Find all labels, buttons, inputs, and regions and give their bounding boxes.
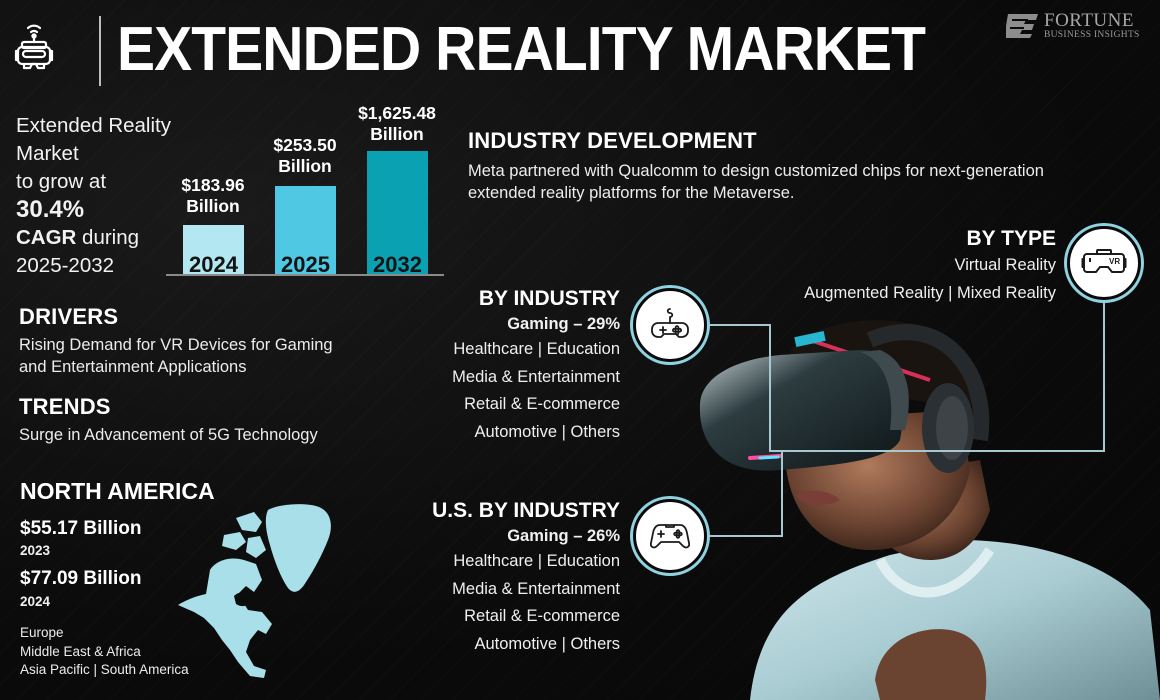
by-industry-heading: BY INDUSTRY xyxy=(478,287,620,310)
cagr-value: 30.4% xyxy=(16,196,85,223)
connector-line xyxy=(781,450,783,536)
north-america-map-icon xyxy=(176,500,338,680)
drivers-text: Rising Demand for VR Devices for Gaming … xyxy=(19,334,333,378)
bar-2032: 2032 xyxy=(367,151,428,277)
na-value-2023: $55.17 Billion xyxy=(20,518,142,539)
us-by-industry-badge xyxy=(633,499,707,573)
us-by-industry-item: Retail & E-commerce xyxy=(464,607,620,625)
bar-unit: Billion xyxy=(370,124,424,144)
connector-line xyxy=(705,324,770,326)
bar-value-label: $253.50 Billion xyxy=(265,135,345,177)
game-controller-icon xyxy=(650,524,690,549)
bar-unit: Billion xyxy=(186,196,240,216)
connector-line xyxy=(705,535,783,537)
us-by-industry-item: Media & Entertainment xyxy=(452,579,620,598)
na-year-2023: 2023 xyxy=(20,543,51,558)
by-industry-item: Automotive | Others xyxy=(474,422,620,441)
us-by-industry-highlight: Gaming – 26% xyxy=(507,527,620,545)
us-by-industry-section: U.S. BY INDUSTRY Gaming – 26% Healthcare… xyxy=(432,498,620,658)
intro-line2: Market xyxy=(16,142,79,165)
bar-year-label: 2024 xyxy=(189,252,238,277)
vr-goggles-icon: VR xyxy=(1081,249,1127,273)
us-by-industry-heading: U.S. BY INDUSTRY xyxy=(432,499,620,522)
by-industry-badge xyxy=(633,288,707,362)
by-type-section: BY TYPE Virtual Reality Augmented Realit… xyxy=(804,226,1056,307)
by-industry-item: Media & Entertainment xyxy=(452,367,620,386)
intro-line3: to grow at xyxy=(16,170,107,193)
fbi-logo-icon xyxy=(1006,14,1038,38)
na-value-2024: $77.09 Billion xyxy=(20,568,142,589)
person-wearing-vr-headset-image xyxy=(690,310,1160,700)
trends-text: Surge in Advancement of 5G Technology xyxy=(19,426,318,444)
intro-line5: CAGR during xyxy=(16,224,171,252)
us-by-industry-item: Automotive | Others xyxy=(474,634,620,653)
svg-text:VR: VR xyxy=(1109,257,1120,266)
bar-value-label: $183.96 Billion xyxy=(173,175,253,217)
bar-value-label: $1,625.48 Billion xyxy=(350,103,444,145)
by-type-badge: VR xyxy=(1067,226,1141,300)
by-industry-section: BY INDUSTRY Gaming – 29% Healthcare | Ed… xyxy=(452,286,620,446)
region-item: Middle East & Africa xyxy=(20,643,141,659)
fortune-business-insights-logo: FORTUNE BUSINESS INSIGHTS xyxy=(1006,10,1156,44)
logo-name: FORTUNE xyxy=(1044,10,1134,31)
industry-development-heading: INDUSTRY DEVELOPMENT xyxy=(468,128,757,153)
drivers-heading: DRIVERS xyxy=(19,304,119,329)
industry-development-line1: Meta partnered with Qualcomm to design c… xyxy=(468,162,1044,180)
by-industry-item: Retail & E-commerce xyxy=(464,395,620,413)
by-industry-item: Healthcare | Education xyxy=(453,340,620,358)
bar-amount: $1,625.48 xyxy=(358,103,436,123)
bar-unit: Billion xyxy=(278,156,332,176)
drivers-line1: Rising Demand for VR Devices for Gaming xyxy=(19,336,333,354)
region-item: Asia Pacific | South America xyxy=(20,662,189,677)
na-year-2024: 2024 xyxy=(20,594,51,609)
by-type-heading: BY TYPE xyxy=(966,227,1056,250)
bar-amount: $183.96 xyxy=(181,175,245,195)
industry-development-text: Meta partnered with Qualcomm to design c… xyxy=(468,160,1128,204)
other-regions: Europe Middle East & Africa Asia Pacific… xyxy=(20,624,189,680)
page-title: EXTENDED REALITY MARKET xyxy=(117,15,926,84)
bar-2025: 2025 xyxy=(275,186,336,277)
drivers-line2: and Entertainment Applications xyxy=(19,358,247,376)
market-growth-intro: Extended Reality Market to grow at 30.4%… xyxy=(16,112,171,280)
cagr-label: CAGR xyxy=(16,226,77,249)
region-item: Europe xyxy=(20,625,64,640)
gamepad-wired-icon xyxy=(651,308,689,338)
vr-headset-wifi-icon xyxy=(14,18,54,74)
connector-line xyxy=(1103,298,1105,452)
bar-year-label: 2025 xyxy=(281,252,330,277)
market-size-bar-chart: 2024 $183.96 Billion 2025 $253.50 Billio… xyxy=(170,95,446,277)
by-type-item: Augmented Reality | Mixed Reality xyxy=(804,283,1056,302)
industry-development-line2: extended reality platforms for the Metav… xyxy=(468,184,795,202)
bar-amount: $253.50 xyxy=(273,135,337,155)
by-type-item: Virtual Reality xyxy=(954,256,1057,274)
bar-2024: 2024 xyxy=(183,225,244,277)
by-industry-highlight: Gaming – 29% xyxy=(507,315,620,333)
north-america-heading: NORTH AMERICA xyxy=(20,478,215,504)
header-divider xyxy=(99,16,101,86)
logo-subtitle: BUSINESS INSIGHTS xyxy=(1044,30,1140,40)
connector-line xyxy=(769,324,771,451)
intro-line1: Extended Reality xyxy=(16,114,171,137)
us-by-industry-item: Healthcare | Education xyxy=(453,552,620,570)
bar-year-label: 2032 xyxy=(373,252,422,277)
connector-line xyxy=(769,450,1104,452)
intro-during: during xyxy=(76,226,140,249)
chart-baseline xyxy=(166,274,444,276)
trends-heading: TRENDS xyxy=(19,394,111,419)
forecast-period: 2025-2032 xyxy=(16,254,115,277)
